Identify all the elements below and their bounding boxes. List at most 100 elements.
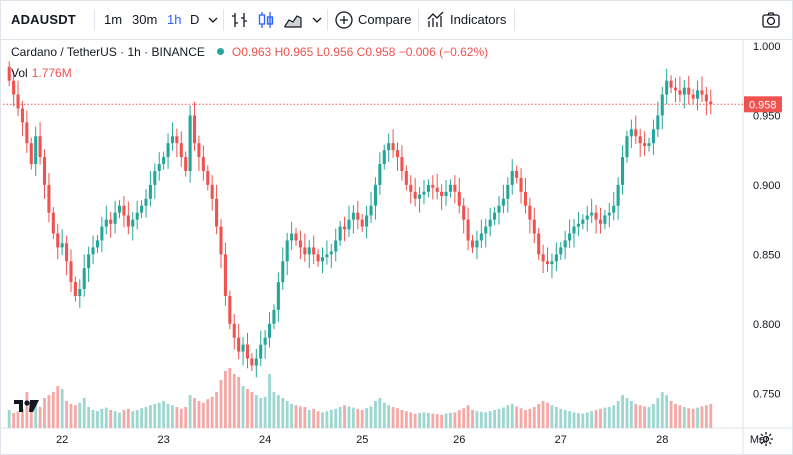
volume-bar: [16, 411, 20, 428]
candle-body: [87, 254, 91, 269]
candle-body: [440, 191, 444, 196]
candlestick-style-icon[interactable]: [256, 10, 276, 30]
market-status-dot: [216, 48, 224, 56]
candle-body: [104, 219, 108, 227]
x-tick-label: 26: [453, 434, 465, 446]
volume-bar: [34, 404, 38, 428]
candle-body: [250, 358, 254, 366]
candle-body: [113, 212, 117, 224]
volume-bar: [682, 407, 686, 428]
volume-bar: [12, 413, 16, 428]
volume-bar: [638, 405, 642, 428]
volume-bar: [294, 405, 298, 428]
volume-bar: [197, 401, 201, 428]
plus-circle-icon[interactable]: [334, 10, 354, 30]
volume-bar: [153, 404, 157, 428]
x-tick-label: 22: [56, 434, 68, 446]
candle-body: [7, 66, 11, 81]
volume-bar: [369, 406, 373, 428]
candle-body: [493, 212, 497, 220]
volume-bar: [254, 395, 258, 428]
candle-body: [616, 184, 620, 206]
candle-body: [682, 87, 686, 95]
volume-bar: [241, 386, 245, 428]
volume-bar: [96, 411, 99, 428]
candle-body: [515, 170, 519, 178]
chevron-down-icon[interactable]: [312, 15, 322, 25]
chevron-down-icon[interactable]: [208, 15, 218, 25]
candle-body: [34, 136, 38, 165]
candle-body: [669, 80, 673, 88]
interval-1h[interactable]: 1h: [167, 12, 182, 27]
volume-bar: [599, 408, 602, 428]
candle-body: [554, 254, 558, 262]
candle-body: [100, 226, 104, 241]
volume-bar: [669, 401, 673, 428]
volume-bar: [422, 412, 426, 428]
volume-bar: [126, 408, 130, 428]
volume-bar: [250, 392, 254, 428]
volume-bar: [704, 405, 708, 428]
candle-body: [69, 261, 73, 283]
x-tick-label: 28: [656, 434, 668, 446]
candle-body: [298, 240, 302, 248]
volume-bar: [444, 413, 448, 428]
volume-bar: [263, 396, 267, 428]
interval-30m[interactable]: 30m: [132, 12, 158, 27]
volume-bar: [303, 407, 307, 428]
candle-body: [356, 212, 360, 220]
volume-bar: [21, 408, 24, 428]
volume-bar: [396, 408, 399, 428]
volume-bar: [607, 407, 611, 428]
candle-body: [29, 143, 33, 165]
candle-body: [395, 150, 400, 158]
area-style-icon[interactable]: [283, 10, 303, 30]
volume-bar: [387, 405, 391, 428]
candle-body: [603, 215, 607, 224]
volume-bar: [228, 368, 232, 428]
candle-body: [598, 219, 603, 224]
candle-body: [572, 226, 576, 234]
volume-bar: [43, 398, 46, 428]
interval-1m[interactable]: 1m: [104, 12, 123, 27]
candle-body: [475, 240, 479, 248]
x-tick-label: 24: [259, 434, 271, 446]
camera-icon[interactable]: [761, 10, 781, 30]
volume-bar: [400, 410, 404, 428]
volume-bar: [674, 404, 677, 428]
interval-d[interactable]: D: [190, 12, 200, 27]
settings-gear-icon[interactable]: [758, 431, 774, 447]
y-tick-label: 0.900: [753, 180, 781, 192]
volume-bar: [510, 404, 514, 428]
candle-body: [365, 215, 369, 227]
indicators-icon[interactable]: [426, 10, 446, 30]
compare-button[interactable]: Compare: [358, 12, 412, 27]
candle-body: [316, 254, 320, 262]
candle-body: [56, 233, 60, 248]
candle-body: [704, 94, 708, 102]
candle-body: [501, 198, 505, 206]
tradingview-logo-icon[interactable]: [14, 399, 40, 413]
candle-body: [687, 87, 691, 95]
indicators-button[interactable]: Indicators: [450, 12, 507, 27]
candle-body: [307, 247, 311, 255]
volume-bar: [73, 405, 77, 428]
candle-body: [272, 309, 276, 324]
candle-body: [638, 136, 642, 144]
candle-body: [634, 129, 638, 137]
candle-body: [647, 143, 651, 146]
volume-bar: [479, 411, 483, 428]
volume-bar: [7, 410, 11, 428]
volume-bar: [166, 404, 170, 428]
bar-chart-style-icon[interactable]: [230, 10, 250, 30]
candle-body: [73, 282, 77, 297]
symbol-search[interactable]: ADAUSDT: [11, 12, 76, 27]
volume-bar: [290, 404, 294, 428]
x-tick-label: 23: [158, 434, 170, 446]
top-toolbar: ADAUSDT 1m 30m 1h D Compare Indicators: [1, 1, 792, 40]
volume-bar: [374, 401, 377, 428]
volume-bar: [629, 401, 633, 428]
y-tick-label: 0.750: [753, 388, 781, 400]
legend-high: H0.965: [274, 45, 314, 59]
